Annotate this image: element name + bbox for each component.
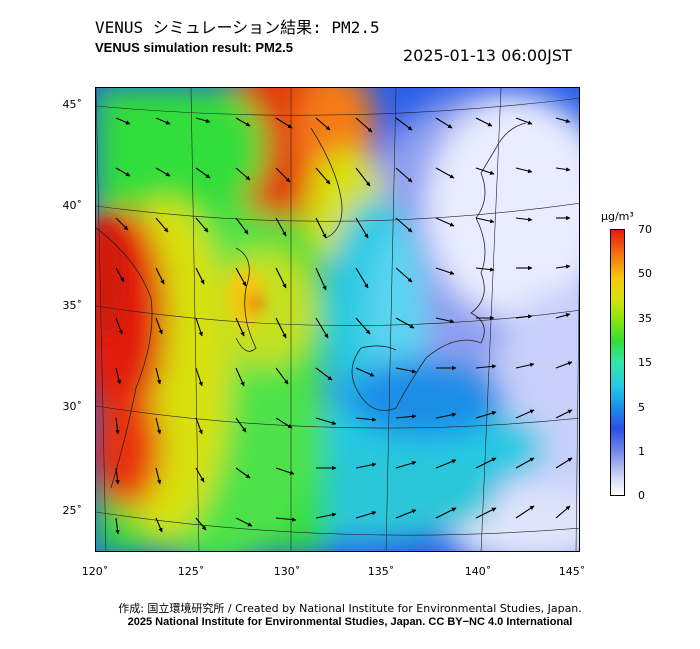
lat-label-30: 30˚ bbox=[62, 400, 83, 413]
pm25-map bbox=[95, 87, 580, 552]
lat-label-25: 25˚ bbox=[62, 504, 83, 517]
colorbar-tick-0: 0 bbox=[638, 489, 645, 502]
colorbar-tick-50: 50 bbox=[638, 267, 652, 280]
lon-label-120: 120˚ bbox=[81, 565, 109, 578]
colorbar-tick-1: 1 bbox=[638, 445, 645, 458]
lon-label-145: 145˚ bbox=[558, 565, 586, 578]
lon-label-140: 140˚ bbox=[464, 565, 492, 578]
graticule bbox=[96, 88, 579, 551]
concentration-field bbox=[96, 88, 579, 551]
wind-vectors bbox=[115, 117, 573, 535]
license-line: 2025 National Institute for Environmenta… bbox=[127, 616, 573, 628]
title-japanese: VENUS シミュレーション結果: PM2.5 bbox=[95, 18, 380, 37]
forecast-timestamp: 2025-01-13 06:00JST bbox=[403, 46, 572, 65]
title-english: VENUS simulation result: PM2.5 bbox=[95, 40, 293, 55]
lat-label-35: 35˚ bbox=[62, 299, 83, 312]
lat-label-40: 40˚ bbox=[62, 199, 83, 212]
colorbar-tick-70: 70 bbox=[638, 223, 652, 236]
lon-label-135: 135˚ bbox=[367, 565, 395, 578]
colorbar-tick-35: 35 bbox=[638, 312, 652, 325]
colorbar-tick-5: 5 bbox=[638, 401, 645, 414]
lat-label-45: 45˚ bbox=[62, 98, 83, 111]
colorbar-unit: μg/m³ bbox=[601, 210, 634, 223]
lon-label-130: 130˚ bbox=[273, 565, 301, 578]
lon-label-125: 125˚ bbox=[177, 565, 205, 578]
colorbar-tick-15: 15 bbox=[638, 356, 652, 369]
coastlines bbox=[96, 122, 527, 489]
colorbar bbox=[610, 229, 625, 496]
credit-line: 作成: 国立環境研究所 / Created by National Instit… bbox=[118, 602, 582, 615]
map-canvas bbox=[96, 88, 579, 551]
